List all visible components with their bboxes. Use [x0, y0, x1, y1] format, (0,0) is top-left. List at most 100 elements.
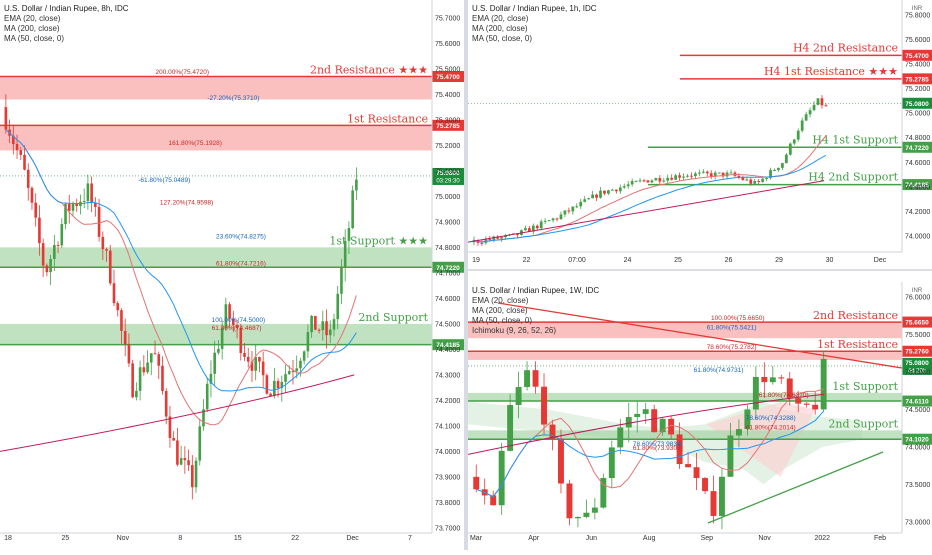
candle — [490, 490, 497, 506]
price-tag-label: 74.7220 — [905, 145, 929, 152]
candle-body — [713, 172, 717, 177]
candle — [618, 184, 622, 194]
candle-body — [157, 354, 161, 366]
candle-body — [599, 190, 602, 198]
candle-body — [543, 220, 547, 222]
x-tick-label: 26 — [725, 257, 733, 264]
candle-body — [314, 315, 317, 330]
candle — [603, 190, 606, 196]
chart-title: U.S. Dollar / Indian Rupee, 1W, IDC — [472, 286, 599, 295]
candle-body — [496, 236, 500, 239]
candle-body — [718, 476, 725, 516]
candle-body — [555, 218, 559, 220]
candle-body — [127, 344, 131, 364]
zone-band — [0, 76, 432, 100]
candle — [473, 464, 480, 493]
candle — [634, 180, 638, 182]
candle-body — [547, 220, 551, 222]
zone-label: 2nd Support — [358, 311, 428, 324]
candle-body — [804, 114, 808, 121]
candle-body — [690, 175, 693, 177]
candle — [120, 308, 123, 344]
legend-entry: EMA (20, close) — [4, 14, 61, 23]
y-tick-label: 74.0000 — [435, 449, 460, 456]
fib-label: 100.00%(74.5000) — [212, 317, 266, 324]
candle — [67, 194, 71, 224]
candle-body — [276, 380, 280, 389]
candle-body — [773, 170, 776, 172]
candle-body — [101, 236, 105, 250]
fib-label: 61.80%(74.6370) — [759, 392, 809, 399]
candle-body — [280, 381, 284, 389]
candle — [194, 457, 198, 493]
candle — [15, 134, 19, 159]
candle — [164, 388, 168, 425]
candle-body — [90, 183, 93, 203]
candle — [250, 350, 254, 383]
x-tick-label: Dec — [346, 535, 359, 542]
candle-body — [523, 228, 527, 231]
candle-body — [638, 180, 642, 182]
candle — [670, 174, 674, 181]
candle-body — [559, 214, 563, 220]
price-tag-label: 74.6110 — [905, 399, 929, 406]
candle-body — [15, 144, 19, 151]
x-tick-label: 25 — [62, 535, 70, 542]
y-tick-label: 73.7000 — [435, 525, 460, 532]
candle — [220, 320, 224, 360]
candle — [630, 178, 634, 187]
candle-body — [737, 175, 741, 178]
candle-body — [608, 447, 615, 479]
candle — [135, 382, 138, 401]
candle-body — [86, 183, 90, 201]
candle — [343, 229, 347, 282]
legend-entry: MA (200, close) — [472, 24, 528, 33]
candle-body — [803, 403, 810, 405]
candle — [614, 189, 618, 194]
candle — [543, 218, 547, 225]
y-tick-label: 75.2000 — [435, 143, 460, 150]
candle-body — [176, 440, 179, 465]
candle-body — [642, 180, 646, 182]
zone-band — [0, 247, 432, 268]
zone-band — [468, 351, 902, 360]
candle-body — [820, 358, 827, 410]
candle — [662, 177, 666, 183]
y-tick-label: 75.0000 — [905, 369, 930, 376]
candle — [265, 373, 269, 395]
candle-body — [786, 378, 793, 399]
price-tag — [902, 179, 932, 191]
candle-body — [646, 180, 650, 183]
candle-body — [38, 217, 41, 244]
panel-divider-vertical — [464, 0, 468, 550]
candle — [824, 103, 828, 107]
price-tag-label: 74.7220 — [436, 265, 460, 272]
zone-resistance-2: 1st Resistance 75.2785 — [0, 112, 464, 151]
price-tag — [902, 395, 932, 407]
candle-body — [670, 177, 674, 180]
candle-body — [749, 179, 753, 184]
y-tick-label: 75.0000 — [435, 194, 460, 201]
current-price-label: 75.0800 — [905, 360, 929, 367]
candle — [38, 205, 41, 256]
candle-body — [808, 110, 812, 115]
candle — [30, 186, 34, 210]
candle-body — [516, 233, 519, 235]
candle-body — [355, 179, 358, 191]
candle — [41, 238, 45, 278]
candle-body — [539, 221, 543, 229]
candle — [713, 170, 717, 180]
candle-body — [527, 228, 531, 232]
candle-body — [727, 435, 734, 477]
candle-body — [287, 371, 291, 375]
candle — [803, 402, 810, 408]
x-tick-label: 22 — [523, 257, 531, 264]
candle-body — [168, 416, 172, 439]
x-tick-label: Sep — [701, 535, 714, 542]
y-tick-label: 75.3000 — [435, 117, 460, 124]
candle-body — [239, 327, 243, 354]
candle-body — [816, 98, 820, 105]
candle — [232, 310, 235, 333]
candle-body — [217, 348, 220, 353]
candle — [351, 185, 354, 230]
